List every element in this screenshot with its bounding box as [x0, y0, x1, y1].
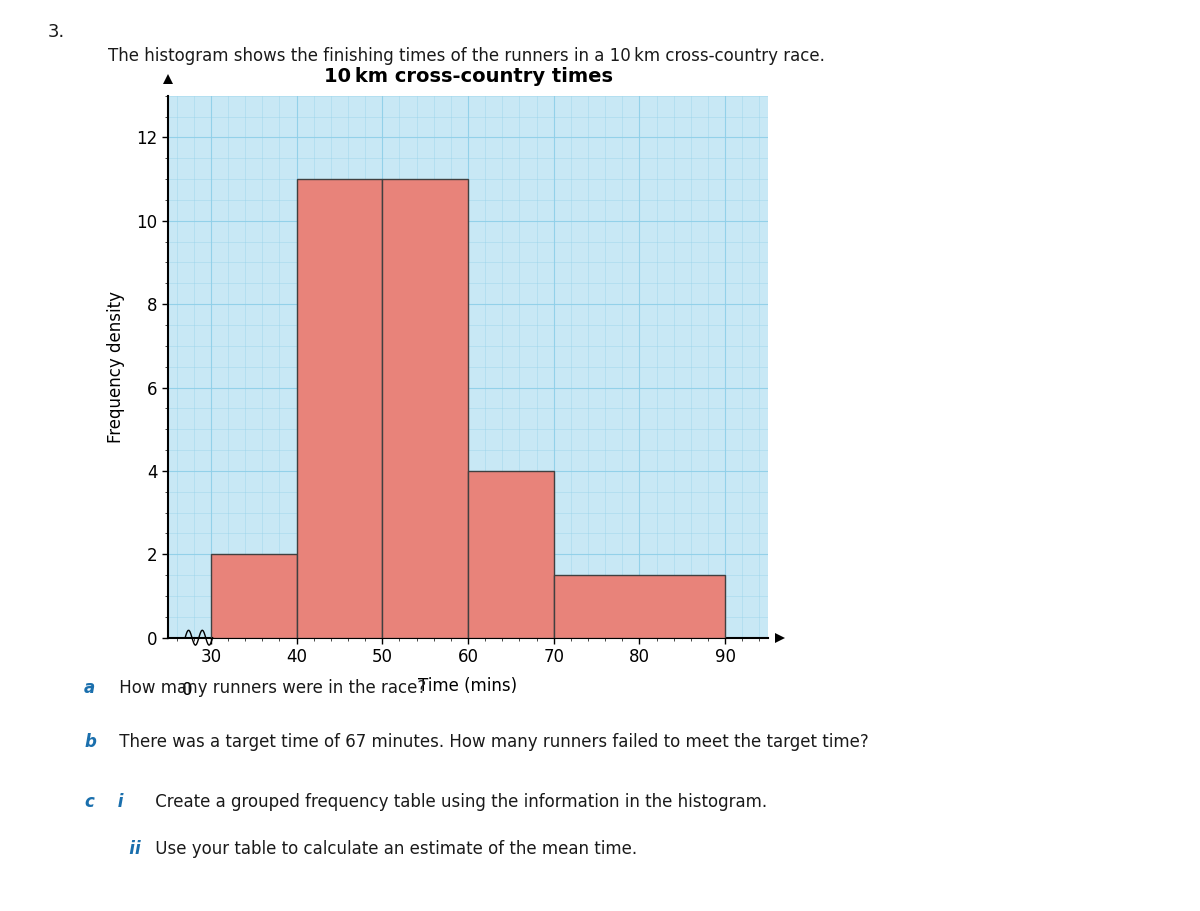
Bar — [296, 179, 383, 638]
Text: b: b — [84, 733, 96, 752]
Text: There was a target time of 67 minutes. How many runners failed to meet the targe: There was a target time of 67 minutes. H… — [114, 733, 869, 752]
Text: How many runners were in the race?: How many runners were in the race? — [114, 679, 426, 697]
Text: c: c — [84, 793, 94, 811]
Bar — [383, 179, 468, 638]
Y-axis label: Frequency density: Frequency density — [107, 291, 125, 443]
Bar — [211, 554, 296, 638]
Title: 10 km cross-country times: 10 km cross-country times — [324, 67, 612, 86]
Text: The histogram shows the finishing times of the runners in a 10 km cross-country : The histogram shows the finishing times … — [108, 47, 824, 66]
Text: i: i — [112, 793, 124, 811]
Text: 0: 0 — [181, 681, 192, 700]
Text: 3.: 3. — [48, 23, 65, 41]
Text: a: a — [84, 679, 95, 697]
Bar — [468, 471, 553, 638]
Text: Use your table to calculate an estimate of the mean time.: Use your table to calculate an estimate … — [150, 840, 637, 858]
X-axis label: Time (mins): Time (mins) — [419, 677, 517, 695]
Bar — [553, 575, 725, 638]
Text: Create a grouped frequency table using the information in the histogram.: Create a grouped frequency table using t… — [150, 793, 767, 811]
Text: ii: ii — [112, 840, 140, 858]
